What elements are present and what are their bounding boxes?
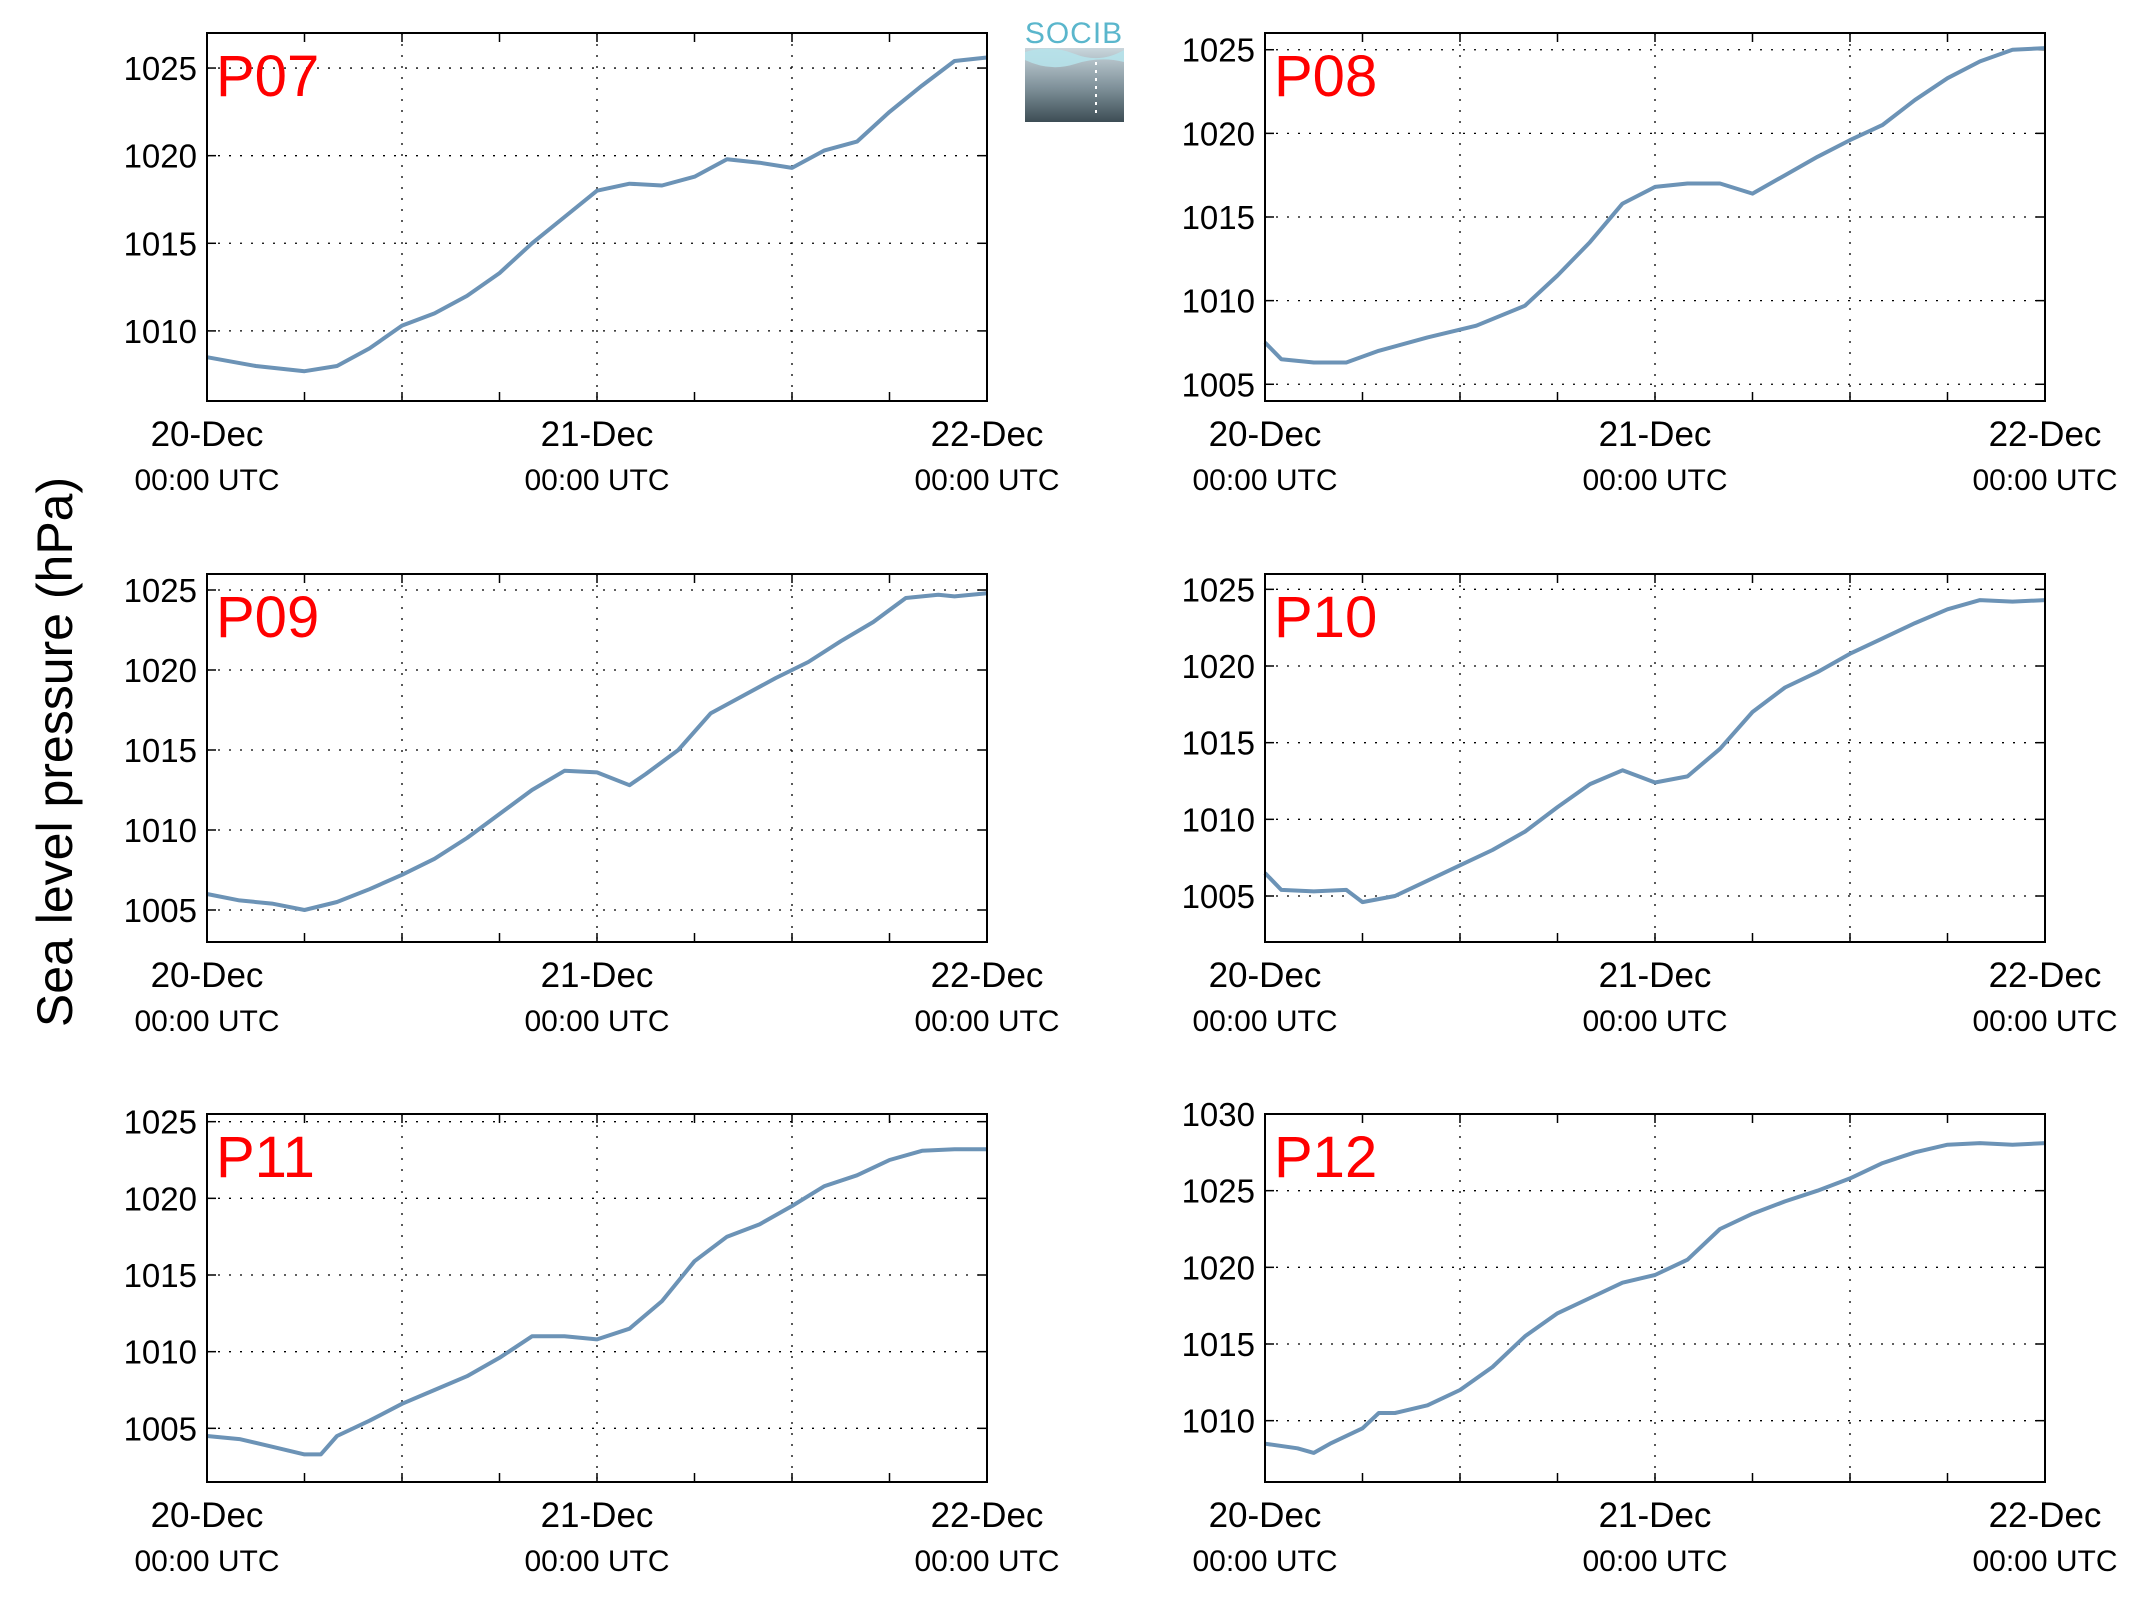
chart-panel-p10: 1005 1010 1015 1020 1025 20-Dec 00:00 UTC 21-De… xyxy=(1182,571,2118,1038)
y-tick-label: 1020 xyxy=(124,138,197,175)
series-line-p08 xyxy=(1263,46,2046,365)
series-line-p07 xyxy=(206,55,988,374)
x-tick-label-date: 20-Dec xyxy=(1209,415,1322,454)
x-tick-label-time: 00:00 UTC xyxy=(914,464,1059,497)
x-tick-label-time: 00:00 UTC xyxy=(1972,1545,2117,1578)
y-tick-label: 1020 xyxy=(1182,1249,1255,1286)
socib-logo: SOCIB xyxy=(1025,17,1124,122)
x-tick-label-time: 00:00 UTC xyxy=(1192,1545,1337,1578)
logo-wave xyxy=(1025,48,1124,68)
y-tick-label: 1025 xyxy=(124,50,197,87)
plot-frame xyxy=(206,573,988,943)
x-tick-label-date: 20-Dec xyxy=(151,956,264,995)
x-tick-label-date: 22-Dec xyxy=(1989,956,2102,995)
x-tick-label-time: 00:00 UTC xyxy=(1192,1005,1337,1038)
chart-panels: 1010 1015 1020 1025 20-Dec 00:00 UTC 21-Dec 00:… xyxy=(124,32,2118,1578)
y-tick-label: 1010 xyxy=(1182,1403,1255,1440)
y-tick-label: 1010 xyxy=(1182,801,1255,838)
y-axis-label: Sea level pressure (hPa) xyxy=(27,477,83,1027)
series-line-p12 xyxy=(1264,1141,2046,1455)
plot-frame xyxy=(1264,1113,2046,1483)
chart-panel-p08: 1005 1010 1015 1020 1025 20-Dec 00:00 UTC 21-De… xyxy=(1182,32,2118,497)
logo-text: SOCIB xyxy=(1025,17,1123,50)
x-tick-label-date: 21-Dec xyxy=(1599,956,1712,995)
y-tick-label: 1015 xyxy=(124,1257,197,1294)
x-tick-label-time: 00:00 UTC xyxy=(1972,1005,2117,1038)
x-tick-label-date: 21-Dec xyxy=(541,1496,654,1535)
x-tick-label-date: 21-Dec xyxy=(541,956,654,995)
x-tick-label-date: 20-Dec xyxy=(1209,1496,1322,1535)
plot-area xyxy=(207,33,987,401)
y-tick-label: 1015 xyxy=(1182,1326,1255,1363)
series-line-p09 xyxy=(206,591,988,912)
y-tick-label: 1020 xyxy=(1182,115,1255,152)
y-tick-label: 1025 xyxy=(124,1104,197,1141)
y-tick-label: 1005 xyxy=(1182,878,1255,915)
series-line-p11 xyxy=(206,1147,987,1457)
y-tick-label: 1015 xyxy=(1182,725,1255,762)
y-tick-label: 1010 xyxy=(124,812,197,849)
x-tick-label-time: 00:00 UTC xyxy=(914,1005,1059,1038)
y-tick-label: 1020 xyxy=(1182,648,1255,685)
chart-panel-p09: 1005 1010 1015 1020 1025 20-Dec 00:00 UTC 21-De… xyxy=(124,572,1060,1038)
y-tick-label: 1030 xyxy=(1182,1096,1255,1133)
y-tick-label: 1025 xyxy=(124,572,197,609)
plot-area xyxy=(1265,574,2045,942)
y-tick-label: 1015 xyxy=(124,225,197,262)
x-tick-label-date: 22-Dec xyxy=(1989,415,2102,454)
x-tick-label-time: 00:00 UTC xyxy=(134,1545,279,1578)
chart-panel-p12: 1010 1015 1020 1025 1030 20-Dec 00:00 UTC 21-De… xyxy=(1182,1096,2118,1578)
plot-frame xyxy=(1264,573,2046,943)
x-tick-label-time: 00:00 UTC xyxy=(134,1005,279,1038)
station-label: P08 xyxy=(1274,44,1377,109)
y-tick-label: 1015 xyxy=(124,732,197,769)
plot-frame xyxy=(1264,32,2046,402)
station-label: P10 xyxy=(1274,585,1377,650)
chart-panel-p11: 1005 1010 1015 1020 1025 20-Dec 00:00 UTC 21-De… xyxy=(124,1104,1060,1578)
x-tick-label-date: 21-Dec xyxy=(1599,1496,1712,1535)
x-tick-label-date: 20-Dec xyxy=(1209,956,1322,995)
x-tick-label-date: 22-Dec xyxy=(931,956,1044,995)
y-tick-label: 1020 xyxy=(124,652,197,689)
y-tick-label: 1005 xyxy=(1182,366,1255,403)
x-tick-label-time: 00:00 UTC xyxy=(1582,1545,1727,1578)
y-tick-label: 1025 xyxy=(1182,1173,1255,1210)
x-tick-label-time: 00:00 UTC xyxy=(524,1545,669,1578)
station-label: P09 xyxy=(216,585,319,650)
x-tick-label-time: 00:00 UTC xyxy=(914,1545,1059,1578)
y-tick-label: 1015 xyxy=(1182,199,1255,236)
x-tick-label-date: 20-Dec xyxy=(151,415,264,454)
series-line-p10 xyxy=(1263,598,2046,905)
x-tick-label-date: 22-Dec xyxy=(1989,1496,2102,1535)
x-tick-label-time: 00:00 UTC xyxy=(524,1005,669,1038)
x-tick-label-time: 00:00 UTC xyxy=(1972,464,2117,497)
chart-panel-p07: 1010 1015 1020 1025 20-Dec 00:00 UTC 21-Dec 00:… xyxy=(124,32,1060,497)
y-tick-label: 1010 xyxy=(1182,283,1255,320)
x-tick-label-date: 20-Dec xyxy=(151,1496,264,1535)
x-tick-label-time: 00:00 UTC xyxy=(1192,464,1337,497)
plot-area xyxy=(207,574,987,942)
y-tick-label: 1005 xyxy=(124,892,197,929)
y-tick-label: 1010 xyxy=(124,1334,197,1371)
y-tick-label: 1025 xyxy=(1182,571,1255,608)
station-label: P11 xyxy=(216,1125,315,1190)
y-tick-label: 1020 xyxy=(124,1180,197,1217)
y-tick-label: 1005 xyxy=(124,1410,197,1447)
x-tick-label-date: 22-Dec xyxy=(931,415,1044,454)
plot-frame xyxy=(206,32,988,402)
y-tick-label: 1025 xyxy=(1182,32,1255,69)
x-tick-label-time: 00:00 UTC xyxy=(524,464,669,497)
x-tick-label-date: 21-Dec xyxy=(1599,415,1712,454)
x-tick-label-date: 21-Dec xyxy=(541,415,654,454)
plot-frame xyxy=(206,1113,988,1483)
x-tick-label-time: 00:00 UTC xyxy=(1582,1005,1727,1038)
station-label: P07 xyxy=(216,44,319,109)
x-tick-label-time: 00:00 UTC xyxy=(1582,464,1727,497)
station-label: P12 xyxy=(1274,1125,1377,1190)
y-tick-label: 1010 xyxy=(124,313,197,350)
x-tick-label-date: 22-Dec xyxy=(931,1496,1044,1535)
x-tick-label-time: 00:00 UTC xyxy=(134,464,279,497)
